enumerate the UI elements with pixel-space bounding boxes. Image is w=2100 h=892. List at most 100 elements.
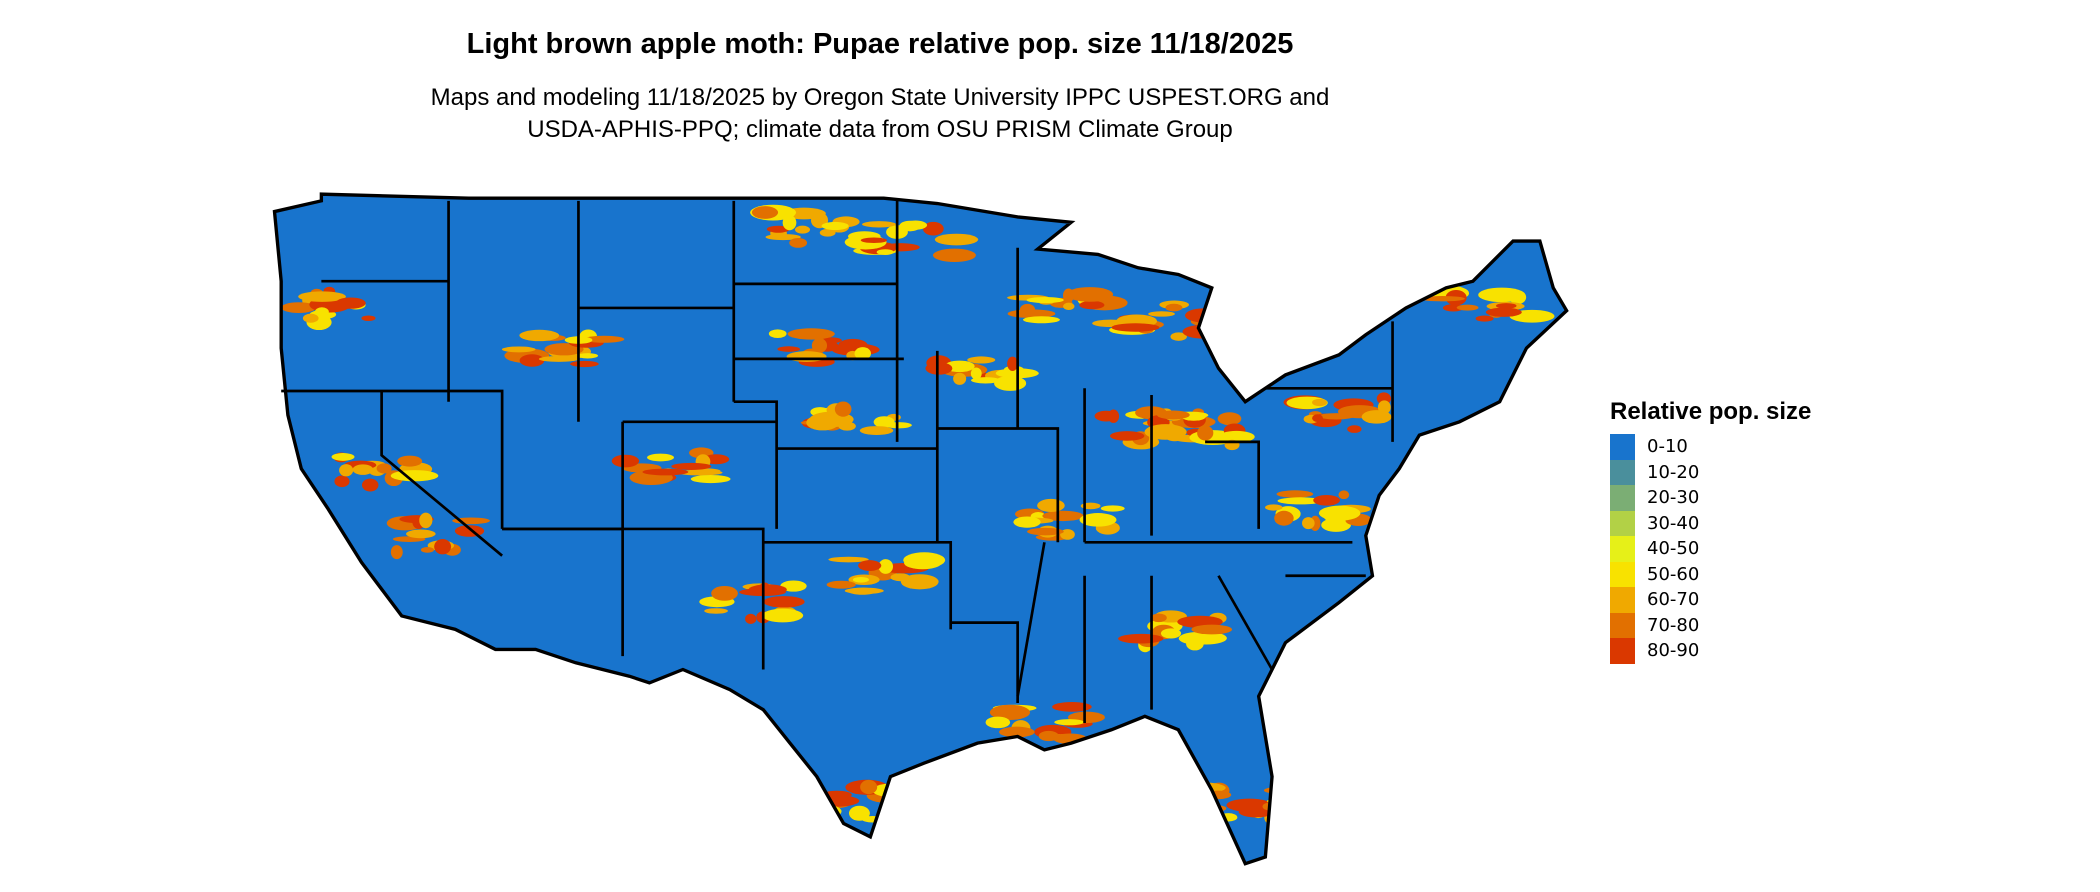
hotspot-mark bbox=[1079, 513, 1117, 527]
hotspot-mark bbox=[763, 596, 805, 608]
legend: Relative pop. size 0-10 10-20 20-30 30-40 40… bbox=[1610, 398, 1811, 664]
legend-swatch bbox=[1610, 587, 1635, 613]
hotspot-mark bbox=[1007, 356, 1018, 371]
hotspot-mark bbox=[1156, 410, 1190, 420]
legend-label: 30-40 bbox=[1647, 512, 1700, 534]
hotspot-mark bbox=[872, 783, 912, 798]
hotspot-mark bbox=[501, 346, 536, 353]
hotspot-mark bbox=[331, 453, 355, 461]
hotspot-mark bbox=[302, 313, 319, 323]
hotspot-mark bbox=[280, 302, 317, 313]
hotspot-mark bbox=[876, 249, 894, 255]
hotspot-mark bbox=[1100, 505, 1125, 512]
state-boundary bbox=[763, 540, 953, 630]
hotspot-mark bbox=[690, 474, 731, 484]
hotspot-mark bbox=[1066, 287, 1114, 302]
legend-item: 40-50 bbox=[1610, 536, 1811, 562]
chart-subtitle-line-1: Maps and modeling 11/18/2025 by Oregon S… bbox=[430, 84, 1330, 111]
hotspot-mark bbox=[745, 794, 757, 807]
hotspot-mark bbox=[989, 704, 1031, 721]
hotspot-mark bbox=[994, 375, 1027, 391]
legend-item: 30-40 bbox=[1610, 510, 1811, 536]
hotspot-layer bbox=[280, 204, 1555, 825]
hotspot-mark bbox=[671, 462, 712, 470]
hotspot-mark bbox=[577, 353, 599, 359]
legend-title: Relative pop. size bbox=[1610, 398, 1812, 425]
hotspot-mark bbox=[1027, 527, 1064, 536]
hotspot-mark bbox=[1323, 509, 1349, 523]
hotspot-mark bbox=[1302, 517, 1315, 530]
hotspot-mark bbox=[704, 608, 728, 614]
legend-item: 0-10 bbox=[1610, 434, 1811, 460]
hotspot-mark bbox=[570, 360, 599, 368]
hotspot-mark bbox=[1226, 798, 1273, 812]
hotspot-mark bbox=[419, 512, 433, 529]
hotspot-mark bbox=[880, 800, 901, 815]
hotspot-mark bbox=[792, 783, 806, 798]
hotspot-mark bbox=[1277, 497, 1324, 505]
hotspot-mark bbox=[782, 788, 830, 799]
hotspot-mark bbox=[1338, 490, 1350, 500]
hotspot-mark bbox=[352, 464, 374, 475]
legend-item: 10-20 bbox=[1610, 459, 1811, 485]
hotspot-mark bbox=[953, 372, 967, 385]
hotspot-mark bbox=[723, 783, 769, 792]
legend-label: 70-80 bbox=[1647, 614, 1700, 636]
legend-label: 60-70 bbox=[1647, 589, 1700, 611]
hotspot-mark bbox=[339, 464, 354, 477]
legend-label: 10-20 bbox=[1647, 461, 1700, 483]
hotspot-mark bbox=[834, 401, 852, 417]
hotspot-mark bbox=[934, 233, 979, 246]
hotspot-mark bbox=[1218, 430, 1255, 443]
hotspot-mark bbox=[406, 529, 436, 539]
hotspot-mark bbox=[519, 329, 560, 342]
legend-swatch bbox=[1610, 561, 1635, 587]
legend-swatch bbox=[1610, 510, 1635, 536]
hotspot-mark bbox=[1144, 424, 1187, 440]
legend-item: 60-70 bbox=[1610, 587, 1811, 613]
hotspot-mark bbox=[1456, 304, 1479, 311]
legend-item: 20-30 bbox=[1610, 485, 1811, 511]
chart-subtitle-line-2: USDA-APHIS-PPQ; climate data from OSU PR… bbox=[527, 116, 1233, 143]
hotspot-mark bbox=[852, 576, 869, 583]
hotspot-mark bbox=[1109, 431, 1145, 441]
hotspot-mark bbox=[896, 791, 909, 801]
hotspot-mark bbox=[1509, 290, 1527, 305]
legend-swatch bbox=[1610, 638, 1635, 664]
hotspot-mark bbox=[932, 248, 976, 262]
legend-swatch bbox=[1610, 612, 1635, 638]
hotspot-mark bbox=[1274, 793, 1286, 809]
hotspot-mark bbox=[922, 221, 944, 236]
hotspot-mark bbox=[1312, 414, 1323, 423]
hotspot-mark bbox=[777, 346, 800, 352]
hotspot-mark bbox=[390, 545, 403, 560]
state-boundary bbox=[281, 389, 504, 529]
hotspot-mark bbox=[821, 221, 849, 231]
hotspot-mark bbox=[1022, 316, 1060, 324]
hotspot-mark bbox=[1060, 529, 1075, 540]
hotspot-mark bbox=[1276, 490, 1314, 498]
hotspot-mark bbox=[1204, 790, 1232, 800]
hotspot-mark bbox=[741, 788, 759, 800]
hotspot-mark bbox=[898, 806, 924, 818]
hotspot-mark bbox=[1178, 632, 1218, 645]
legend-swatch bbox=[1610, 459, 1635, 485]
hotspot-mark bbox=[1054, 719, 1085, 726]
hotspot-mark bbox=[1265, 504, 1283, 511]
hotspot-mark bbox=[1079, 300, 1105, 310]
hotspot-mark bbox=[361, 315, 376, 322]
hotspot-mark bbox=[999, 726, 1035, 738]
hotspot-mark bbox=[828, 556, 869, 563]
state-boundary bbox=[950, 621, 1019, 703]
hotspot-mark bbox=[583, 335, 625, 343]
hotspot-mark bbox=[826, 580, 856, 589]
state-boundary bbox=[380, 390, 503, 557]
hotspot-mark bbox=[1026, 297, 1064, 304]
hotspot-mark bbox=[1197, 425, 1214, 441]
hotspot-mark bbox=[1313, 494, 1340, 506]
hotspot-mark bbox=[900, 574, 939, 590]
hotspot-mark bbox=[786, 351, 827, 362]
hotspot-mark bbox=[854, 347, 872, 360]
state-boundaries bbox=[281, 200, 1394, 724]
hotspot-mark bbox=[711, 585, 738, 601]
